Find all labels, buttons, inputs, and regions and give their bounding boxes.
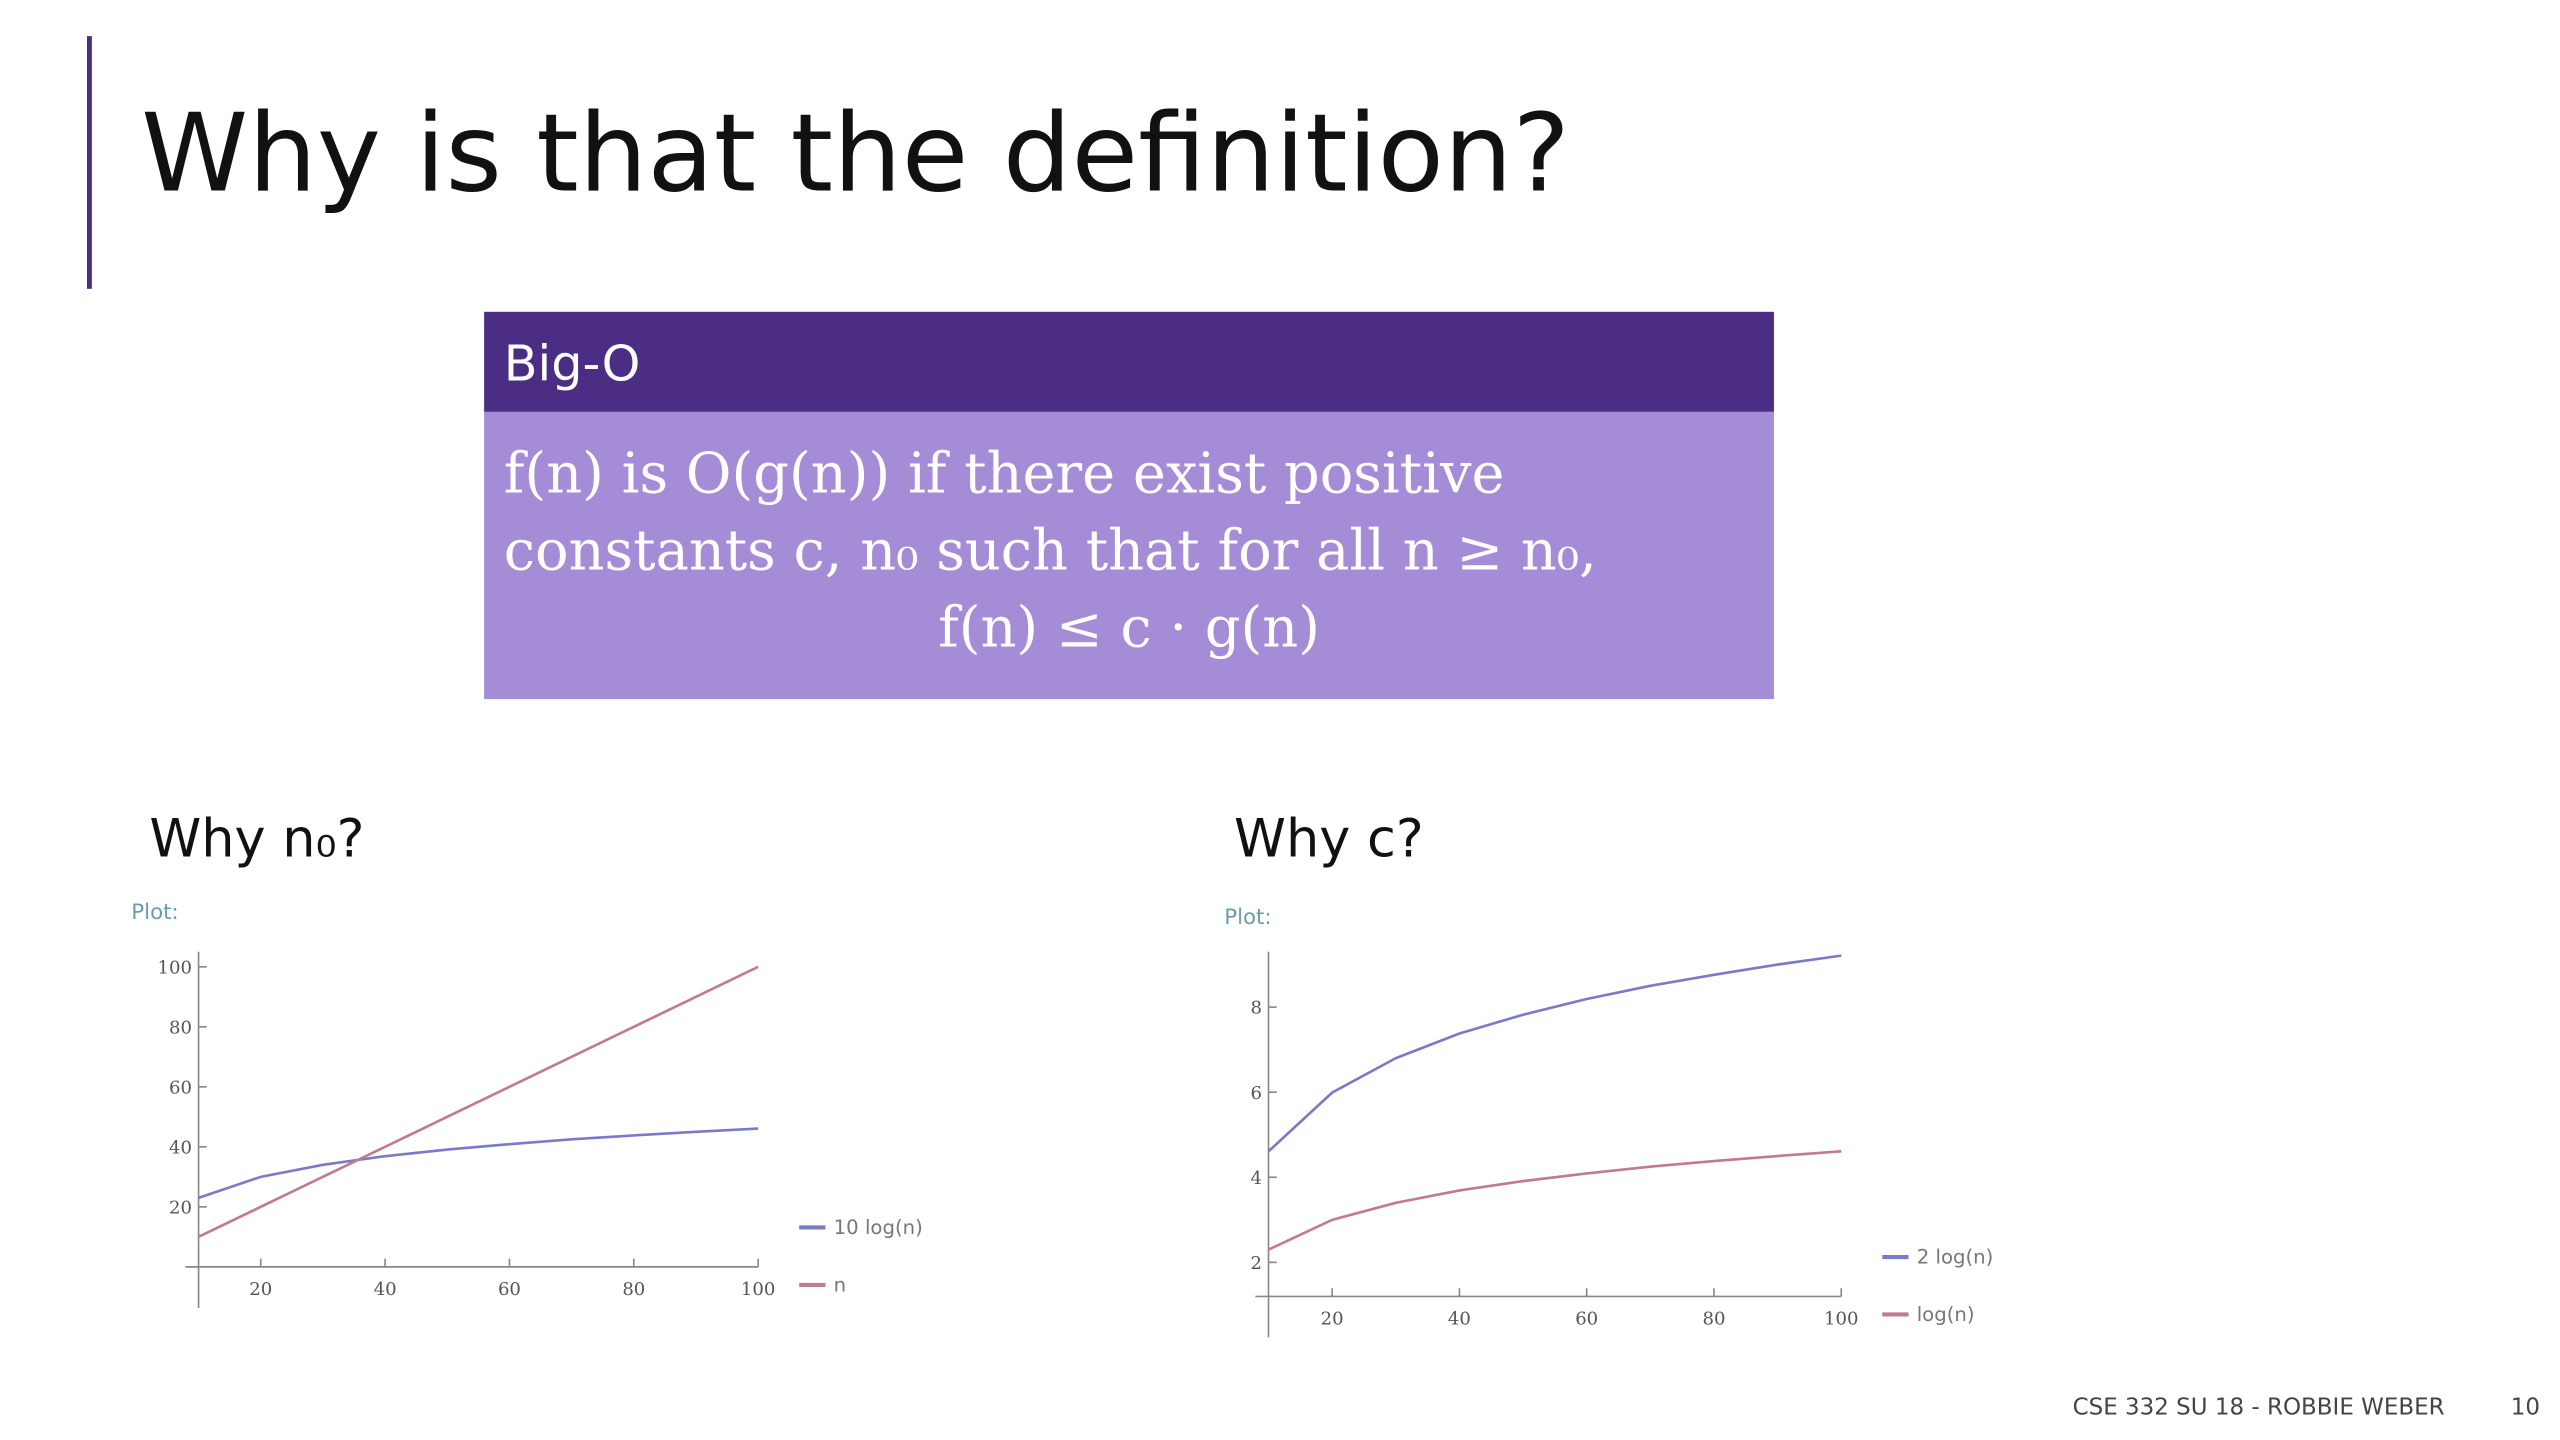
x-tick-label: 80	[622, 1279, 645, 1300]
x-tick-label: 40	[374, 1279, 397, 1300]
y-tick-label: 4	[1250, 1168, 1261, 1189]
x-tick-label: 40	[1448, 1308, 1471, 1329]
y-tick-label: 6	[1250, 1083, 1261, 1104]
y-tick-label: 20	[169, 1197, 192, 1218]
y-tick-label: 8	[1250, 998, 1261, 1019]
definition-body-bg	[484, 411, 1774, 700]
legend-label: log(n)	[1917, 1303, 1975, 1326]
definition-line: f(n) ≤ c · g(n)	[938, 596, 1320, 661]
chart-subtitle: Plot:	[1224, 905, 1271, 930]
x-tick-label: 80	[1702, 1308, 1725, 1329]
footer-page: 10	[2511, 1395, 2540, 1421]
y-tick-label: 60	[169, 1077, 192, 1098]
x-tick-label: 60	[1575, 1308, 1598, 1329]
x-tick-label: 100	[741, 1279, 775, 1300]
accent-bar	[86, 36, 92, 289]
chart-title: Why c?	[1234, 809, 1424, 870]
chart-subtitle: Plot:	[131, 900, 178, 925]
series-line	[198, 1127, 759, 1200]
x-tick-label: 60	[498, 1279, 521, 1300]
legend-label: n	[834, 1273, 846, 1296]
y-tick-label: 40	[169, 1137, 192, 1158]
x-tick-label: 20	[1321, 1308, 1344, 1329]
definition-header-bg	[484, 311, 1774, 412]
x-tick-label: 20	[249, 1279, 272, 1300]
y-tick-label: 2	[1250, 1253, 1261, 1274]
legend-label: 2 log(n)	[1917, 1246, 1994, 1269]
definition-header: Big-O	[504, 335, 641, 393]
chart-title: Why n₀?	[149, 809, 364, 870]
y-tick-label: 80	[169, 1017, 192, 1038]
definition-line: constants c, n₀ such that for all n ≥ n₀…	[504, 518, 1597, 583]
definition-line: f(n) is O(g(n)) if there exist positive	[504, 441, 1505, 506]
series-line	[1267, 1150, 1842, 1251]
slide-title: Why is that the definition?	[141, 89, 1570, 216]
series-line	[1267, 954, 1842, 1153]
y-tick-label: 100	[158, 957, 192, 978]
series-line	[197, 965, 759, 1239]
legend-label: 10 log(n)	[834, 1216, 923, 1239]
x-tick-label: 100	[1824, 1308, 1858, 1329]
footer-course: CSE 332 SU 18 - ROBBIE WEBER	[2073, 1395, 2445, 1421]
